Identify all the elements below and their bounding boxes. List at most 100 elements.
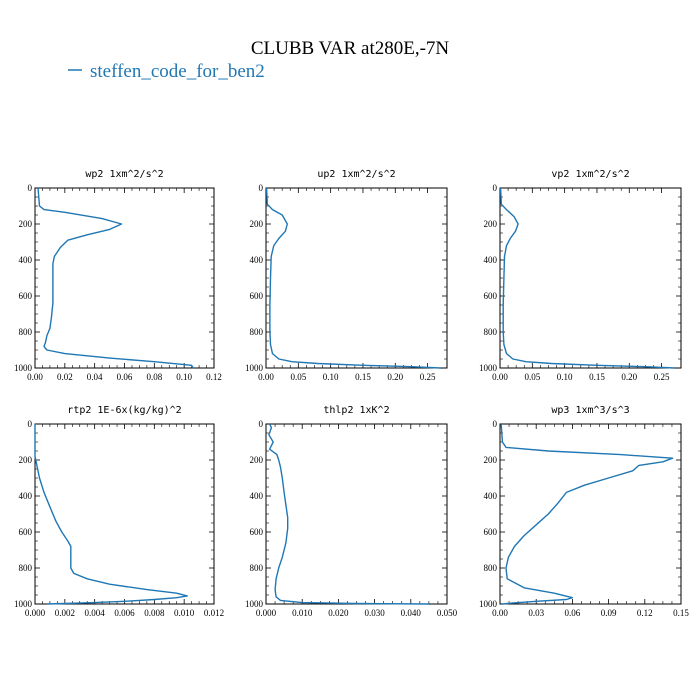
x-tick-label: 0.25 [420, 372, 436, 382]
y-tick-label: 200 [484, 219, 498, 229]
x-tick-label: 0.010 [292, 608, 313, 618]
x-tick-label: 0.000 [256, 608, 277, 618]
y-tick-label: 800 [250, 563, 264, 573]
panel-title: rtp2 1E-6x(kg/kg)^2 [67, 405, 181, 416]
figure-title: CLUBB VAR at280E,-7N [251, 38, 450, 59]
y-tick-label: 1000 [14, 363, 33, 373]
y-tick-label: 200 [250, 455, 264, 465]
plot-frame [34, 423, 215, 605]
plot-frame [499, 187, 682, 369]
legend-label: steffen_code_for_ben2 [90, 61, 265, 82]
panels: wp2 1xm^2/s^2 0.00 0.02 0.04 0.06 0.08 0.10 0.1… [14, 169, 689, 618]
series-line [268, 423, 429, 605]
y-tick-label: 400 [484, 491, 498, 501]
x-tick-label: 0.050 [437, 608, 458, 618]
y-tick-label: 0 [28, 419, 33, 429]
plot-frame [34, 187, 215, 369]
x-tick-label: 0.08 [146, 372, 162, 382]
y-tick-label: 200 [19, 219, 33, 229]
x-tick-label: 0.20 [387, 372, 403, 382]
panel-title: wp3 1xm^3/s^3 [551, 405, 629, 416]
x-tick-label: 0.15 [589, 372, 605, 382]
x-tick-label: 0.10 [323, 372, 339, 382]
panel-1: wp2 1xm^2/s^2 0.00 0.02 0.04 0.06 0.08 0.10 0.1… [14, 169, 222, 382]
x-tick-label: 0.15 [355, 372, 371, 382]
x-tick-label: 0.20 [621, 372, 637, 382]
y-tick-label: 400 [484, 255, 498, 265]
y-tick-label: 400 [250, 491, 264, 501]
panel-6: wp3 1xm^3/s^3 0.00 0.03 0.06 0.09 0.12 0.15 0 20… [479, 405, 689, 618]
y-tick-label: 600 [484, 291, 498, 301]
y-tick-label: 800 [484, 327, 498, 337]
x-tick-label: 0.10 [176, 372, 192, 382]
y-tick-label: 600 [19, 527, 33, 537]
series-line [500, 423, 674, 605]
plot-frame [265, 423, 448, 605]
x-tick-label: 0.030 [364, 608, 385, 618]
x-tick-label: 0.04 [87, 372, 103, 382]
series-line [265, 187, 441, 369]
panel-2: up2 1xm^2/s^2 0.00 0.05 0.10 0.15 0.20 0.25 0 20… [245, 169, 448, 382]
y-tick-label: 1000 [245, 599, 264, 609]
series-line [37, 187, 194, 369]
y-tick-label: 600 [250, 527, 264, 537]
y-tick-label: 400 [19, 491, 33, 501]
panel-title: wp2 1xm^2/s^2 [85, 169, 163, 180]
y-tick-label: 600 [250, 291, 264, 301]
y-tick-label: 600 [19, 291, 33, 301]
panel-title: thlp2 1xK^2 [323, 405, 389, 416]
panel-4: rtp2 1E-6x(kg/kg)^2 0.000 0.002 0.004 0.006 0… [14, 405, 224, 618]
y-tick-label: 1000 [14, 599, 33, 609]
y-tick-label: 1000 [479, 363, 498, 373]
x-tick-label: 0.00 [492, 608, 508, 618]
x-tick-label: 0.002 [55, 608, 75, 618]
x-tick-label: 0.03 [528, 608, 544, 618]
x-tick-label: 0.00 [27, 372, 43, 382]
x-tick-label: 0.15 [673, 608, 689, 618]
series-line [499, 187, 675, 369]
y-tick-label: 800 [19, 327, 33, 337]
x-tick-label: 0.020 [328, 608, 349, 618]
panel-title: up2 1xm^2/s^2 [317, 169, 395, 180]
x-tick-label: 0.12 [206, 372, 222, 382]
x-tick-label: 0.05 [524, 372, 540, 382]
y-tick-label: 800 [19, 563, 33, 573]
y-tick-label: 1000 [479, 599, 498, 609]
y-tick-label: 200 [484, 455, 498, 465]
panel-3: vp2 1xm^2/s^2 0.00 0.05 0.10 0.15 0.20 0.25 0 20… [479, 169, 682, 382]
y-tick-label: 1000 [245, 363, 264, 373]
x-tick-label: 0.000 [25, 608, 46, 618]
y-tick-label: 400 [250, 255, 264, 265]
plot-frame [499, 423, 682, 605]
x-tick-label: 0.09 [601, 608, 617, 618]
x-tick-label: 0.040 [401, 608, 422, 618]
x-tick-label: 0.004 [85, 608, 106, 618]
x-tick-label: 0.12 [637, 608, 653, 618]
series-line [34, 424, 188, 605]
panel-title: vp2 1xm^2/s^2 [551, 169, 629, 180]
x-tick-label: 0.10 [557, 372, 573, 382]
plot-frame [265, 187, 448, 369]
y-tick-label: 800 [484, 563, 498, 573]
y-tick-label: 0 [259, 183, 264, 193]
x-tick-label: 0.02 [57, 372, 73, 382]
y-tick-label: 0 [493, 419, 498, 429]
x-tick-label: 0.012 [204, 608, 224, 618]
y-tick-label: 0 [259, 419, 264, 429]
x-tick-label: 0.00 [258, 372, 274, 382]
x-tick-label: 0.25 [654, 372, 670, 382]
y-tick-label: 0 [493, 183, 498, 193]
y-tick-label: 400 [19, 255, 33, 265]
y-tick-label: 800 [250, 327, 264, 337]
y-tick-label: 200 [19, 455, 33, 465]
y-tick-label: 600 [484, 527, 498, 537]
x-tick-label: 0.06 [565, 608, 581, 618]
panel-5: thlp2 1xK^2 0.000 0.010 0.020 0.030 0.040 0.05… [245, 405, 458, 618]
x-tick-label: 0.006 [114, 608, 135, 618]
x-tick-label: 0.06 [117, 372, 133, 382]
x-tick-label: 0.05 [290, 372, 306, 382]
y-tick-label: 200 [250, 219, 264, 229]
x-tick-label: 0.00 [492, 372, 508, 382]
x-tick-label: 0.008 [144, 608, 165, 618]
